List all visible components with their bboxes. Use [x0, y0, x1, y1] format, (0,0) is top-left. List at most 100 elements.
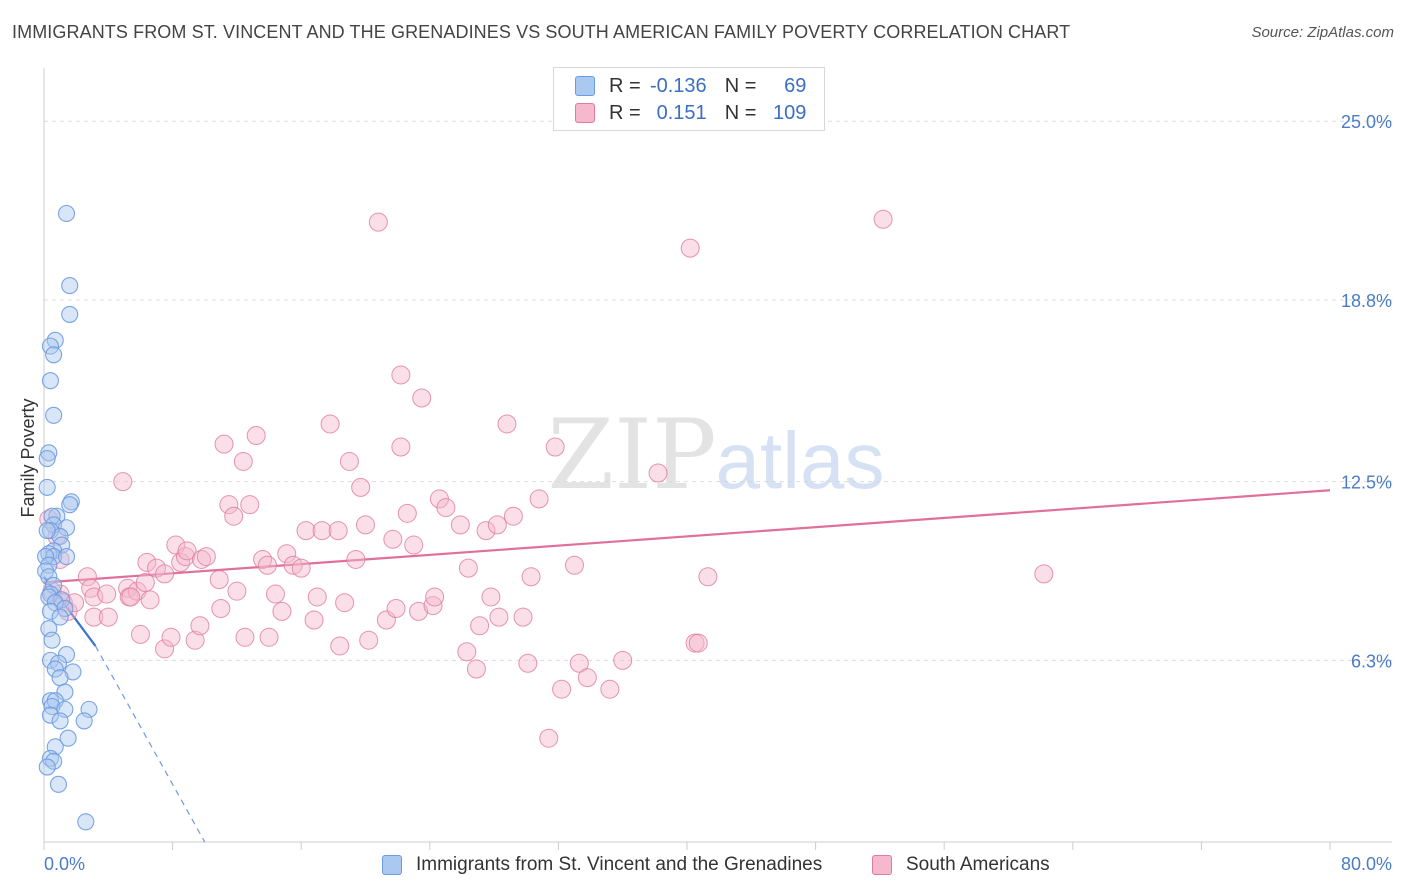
data-point: [600, 679, 620, 699]
data-point: [41, 602, 59, 620]
data-point: [38, 522, 56, 540]
y-tick-label: 25.0%: [1341, 112, 1392, 132]
watermark-atlas: atlas: [716, 416, 885, 505]
data-point: [1034, 564, 1054, 584]
data-point: [436, 498, 456, 518]
x-tick-label-min: 0.0%: [44, 854, 85, 874]
data-point: [425, 587, 445, 607]
data-point: [386, 598, 406, 618]
data-point: [38, 478, 56, 496]
bottom-legend-swatch-immigrants: [382, 855, 402, 875]
data-point: [545, 437, 565, 457]
data-point: [57, 548, 76, 566]
data-point: [47, 526, 67, 546]
data-point: [41, 372, 59, 390]
data-point: [513, 607, 533, 627]
data-point: [470, 616, 490, 636]
data-point: [873, 209, 893, 229]
data-point: [43, 631, 61, 649]
data-point: [61, 496, 79, 514]
data-point: [45, 752, 63, 770]
data-point: [40, 444, 58, 462]
data-point: [59, 729, 77, 747]
data-point: [458, 558, 478, 578]
data-point: [539, 728, 559, 748]
data-point: [397, 503, 417, 523]
data-point: [412, 388, 432, 408]
data-point: [49, 775, 68, 793]
data-point: [312, 521, 332, 541]
legend-n-value: 109: [773, 101, 807, 124]
data-point: [62, 493, 80, 511]
data-point: [552, 679, 572, 699]
data-point: [233, 451, 253, 471]
data-point: [61, 277, 79, 295]
data-point: [113, 472, 133, 492]
data-point: [259, 627, 279, 647]
data-point: [383, 529, 403, 549]
data-point: [304, 610, 324, 630]
data-point: [224, 506, 244, 526]
data-point: [404, 535, 424, 555]
series-immigrants: [37, 204, 98, 831]
data-point: [613, 650, 633, 670]
x-tick-label-max: 80.0%: [1341, 854, 1392, 874]
data-point: [57, 519, 76, 537]
data-point: [227, 581, 247, 601]
data-point: [77, 567, 97, 587]
data-point: [521, 567, 541, 587]
y-axis-label: Family Poverty: [18, 398, 38, 517]
bottom-legend-swatch-south-americans: [872, 855, 892, 875]
data-point: [481, 587, 501, 607]
data-point: [569, 653, 589, 673]
data-point: [38, 758, 56, 776]
data-point: [140, 590, 160, 610]
data-point: [84, 607, 104, 627]
data-point: [529, 489, 549, 509]
data-point: [476, 521, 496, 541]
data-point: [688, 633, 708, 653]
data-point: [40, 568, 58, 586]
data-point: [51, 712, 69, 730]
axes: [43, 68, 1392, 850]
legend-r-label: R =: [609, 101, 641, 124]
data-point: [41, 585, 59, 603]
data-point: [466, 659, 486, 679]
data-point: [307, 587, 327, 607]
data-point: [177, 541, 197, 561]
data-point: [648, 463, 668, 483]
data-point: [61, 305, 79, 323]
data-point: [265, 584, 285, 604]
data-point: [41, 692, 59, 710]
data-point: [185, 630, 205, 650]
legend-r-value: 0.151: [656, 101, 707, 124]
legend-n-label: N =: [724, 101, 757, 124]
data-point: [196, 547, 216, 567]
data-point: [211, 598, 231, 618]
data-point: [518, 653, 538, 673]
data-point: [57, 204, 76, 223]
series-south-americans: [39, 209, 1054, 748]
legend-r-label: R =: [609, 74, 641, 97]
data-point: [56, 683, 74, 701]
data-point: [38, 450, 56, 468]
data-point: [190, 616, 210, 636]
data-point: [155, 564, 175, 584]
y-tick-label: 12.5%: [1341, 473, 1392, 493]
y-tick-label: 6.3%: [1351, 651, 1392, 671]
legend-n-label: N =: [724, 74, 757, 97]
data-point: [457, 642, 477, 662]
data-point: [296, 521, 316, 541]
data-point: [209, 570, 229, 590]
data-point: [77, 813, 95, 831]
data-point: [51, 608, 69, 626]
data-point: [272, 601, 292, 621]
legend-swatch-immigrants: [575, 76, 595, 96]
data-point: [564, 555, 584, 575]
data-point: [137, 552, 157, 572]
data-point: [680, 238, 700, 258]
trend-line-dashed: [94, 645, 206, 843]
data-point: [577, 668, 597, 688]
data-point: [121, 587, 141, 607]
data-point: [339, 451, 359, 471]
